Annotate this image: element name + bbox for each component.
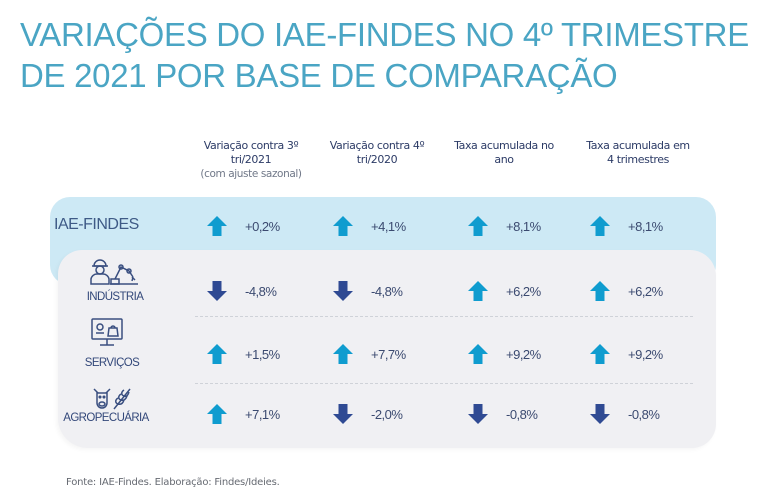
value-cell: -4,8% xyxy=(207,280,299,302)
source-note: Fonte: IAE-Findes. Elaboração: Findes/Id… xyxy=(66,477,280,488)
column-header-quarter-seasonal: Variação contra 3º tri/2021 (com ajuste … xyxy=(186,139,316,181)
value-text: +4,1% xyxy=(371,218,406,234)
value-text: -4,8% xyxy=(371,283,403,299)
value-cell: -0,8% xyxy=(468,403,560,425)
value-text: +8,1% xyxy=(506,218,541,234)
value-cell: +7,7% xyxy=(333,343,425,365)
arrow-up-icon xyxy=(207,404,227,424)
value-cell: +6,2% xyxy=(468,280,560,302)
arrow-down-icon xyxy=(333,281,353,301)
value-text: -0,8% xyxy=(628,406,660,422)
value-text: +8,1% xyxy=(628,218,663,234)
column-header-year-to-date: Taxa acumulada no ano xyxy=(439,139,569,167)
arrow-up-icon xyxy=(468,216,488,236)
column-header-text: tri/2021 xyxy=(230,153,272,166)
title-line-2: DE 2021 POR BASE DE COMPARAÇÃO xyxy=(20,57,618,94)
value-text: +0,2% xyxy=(245,218,280,234)
row-label-iae-findes: IAE-FINDES xyxy=(54,216,139,233)
value-text: -2,0% xyxy=(371,406,403,422)
arrow-up-icon xyxy=(333,344,353,364)
arrow-up-icon xyxy=(207,344,227,364)
row-label-agropecuaria: AGROPECUÁRIA xyxy=(63,412,149,424)
arrow-up-icon xyxy=(468,344,488,364)
value-text: +6,2% xyxy=(506,283,541,299)
arrow-up-icon xyxy=(590,281,610,301)
arrow-down-icon xyxy=(468,404,488,424)
arrow-down-icon xyxy=(333,404,353,424)
page-title: VARIAÇÕES DO IAE-FINDES NO 4º TRIMESTRE … xyxy=(20,14,749,96)
arrow-up-icon xyxy=(333,216,353,236)
worker-robot-arm-icon xyxy=(90,259,138,285)
column-header-text: Taxa acumulada em xyxy=(586,139,690,152)
value-text: +6,2% xyxy=(628,283,663,299)
column-header-four-quarters: Taxa acumulada em 4 trimestres xyxy=(573,139,703,167)
value-text: -4,8% xyxy=(245,283,277,299)
value-cell: +9,2% xyxy=(468,343,560,365)
arrow-up-icon xyxy=(468,281,488,301)
value-cell: -2,0% xyxy=(333,403,425,425)
value-text: +7,1% xyxy=(245,406,280,422)
arrow-up-icon xyxy=(207,216,227,236)
arrow-down-icon xyxy=(590,404,610,424)
value-text: +7,7% xyxy=(371,346,406,362)
column-header-subtitle: (com ajuste sazonal) xyxy=(200,168,302,180)
value-cell: +4,1% xyxy=(333,215,425,237)
value-cell: +0,2% xyxy=(207,215,299,237)
column-header-text: ano xyxy=(494,153,514,166)
column-header-text: Taxa acumulada no xyxy=(454,139,554,152)
row-divider xyxy=(195,316,693,317)
arrow-up-icon xyxy=(590,344,610,364)
column-header-text: Variação contra 4º xyxy=(329,139,425,152)
value-cell: -0,8% xyxy=(590,403,682,425)
value-cell: +6,2% xyxy=(590,280,682,302)
column-header-year-over-year: Variação contra 4º tri/2020 xyxy=(312,139,442,167)
value-cell: +9,2% xyxy=(590,343,682,365)
cow-wheat-icon xyxy=(93,388,131,410)
value-text: -0,8% xyxy=(506,406,538,422)
value-cell: +1,5% xyxy=(207,343,299,365)
title-line-1: VARIAÇÕES DO IAE-FINDES NO 4º TRIMESTRE xyxy=(20,16,749,53)
value-cell: +8,1% xyxy=(590,215,682,237)
value-cell: -4,8% xyxy=(333,280,425,302)
value-text: +1,5% xyxy=(245,346,280,362)
row-divider xyxy=(195,383,693,384)
value-cell: +8,1% xyxy=(468,215,560,237)
column-header-text: tri/2020 xyxy=(356,153,398,166)
value-text: +9,2% xyxy=(506,346,541,362)
value-cell: +7,1% xyxy=(207,403,299,425)
arrow-down-icon xyxy=(207,281,227,301)
row-label-servicos: SERVIÇOS xyxy=(84,357,140,369)
row-label-industria: INDÚSTRIA xyxy=(86,291,144,303)
arrow-up-icon xyxy=(590,216,610,236)
column-header-text: 4 trimestres xyxy=(607,153,669,166)
monitor-shopping-icon xyxy=(91,318,123,346)
value-text: +9,2% xyxy=(628,346,663,362)
column-header-text: Variação contra 3º xyxy=(203,139,299,152)
